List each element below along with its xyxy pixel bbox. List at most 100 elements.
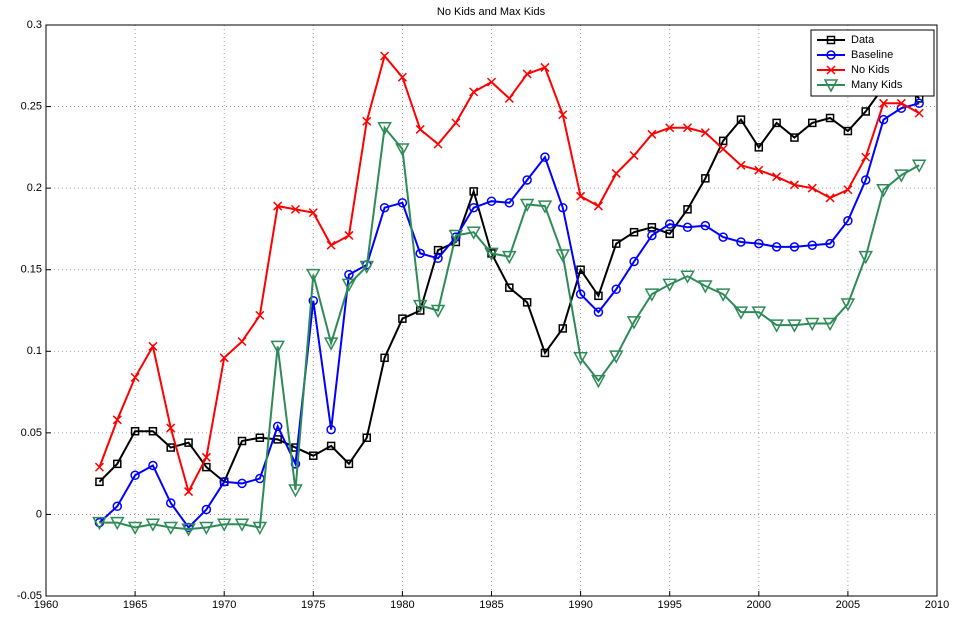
marker bbox=[662, 278, 677, 292]
marker bbox=[772, 172, 782, 182]
marker bbox=[861, 152, 871, 162]
marker bbox=[647, 129, 657, 139]
marker bbox=[397, 198, 408, 208]
marker bbox=[754, 238, 764, 249]
marker bbox=[789, 180, 799, 190]
marker bbox=[736, 160, 746, 170]
marker bbox=[166, 443, 175, 452]
marker bbox=[255, 433, 265, 443]
marker bbox=[701, 174, 710, 183]
marker bbox=[519, 198, 535, 213]
marker bbox=[415, 124, 425, 134]
series-line bbox=[98, 102, 920, 530]
marker bbox=[860, 175, 871, 185]
y-tick-label: 0.15 bbox=[21, 264, 42, 276]
marker bbox=[591, 374, 606, 389]
marker bbox=[558, 202, 568, 213]
marker bbox=[558, 110, 568, 120]
legend-label: Many Kids bbox=[851, 79, 903, 91]
marker bbox=[826, 35, 836, 45]
x-tick-label: 2005 bbox=[836, 599, 860, 611]
marker bbox=[698, 280, 713, 294]
y-tick-label: -0.05 bbox=[17, 590, 42, 602]
x-tick-label: 1990 bbox=[568, 599, 592, 611]
marker bbox=[789, 242, 800, 252]
marker bbox=[94, 462, 104, 472]
marker bbox=[255, 310, 265, 320]
marker bbox=[505, 283, 514, 292]
marker bbox=[201, 452, 211, 462]
marker bbox=[751, 306, 767, 320]
marker bbox=[181, 523, 196, 537]
marker bbox=[700, 220, 711, 231]
marker bbox=[112, 501, 123, 512]
marker bbox=[736, 115, 746, 124]
marker bbox=[504, 93, 514, 103]
marker bbox=[626, 316, 642, 330]
marker bbox=[790, 133, 799, 142]
marker bbox=[451, 118, 461, 128]
marker bbox=[92, 516, 107, 531]
marker bbox=[608, 350, 624, 364]
x-tick-label: 2000 bbox=[747, 599, 771, 611]
marker bbox=[237, 336, 247, 347]
legend-label: Baseline bbox=[851, 49, 893, 61]
marker bbox=[665, 123, 675, 133]
y-tick-label: 0.2 bbox=[27, 182, 42, 194]
marker bbox=[629, 227, 639, 237]
marker bbox=[769, 319, 784, 333]
marker bbox=[718, 136, 728, 146]
marker bbox=[629, 150, 639, 161]
marker bbox=[344, 269, 354, 280]
marker bbox=[896, 98, 906, 108]
marker bbox=[308, 295, 319, 306]
y-tick-label: 0 bbox=[36, 508, 42, 520]
y-tick-label: 0.3 bbox=[27, 19, 42, 31]
marker bbox=[486, 196, 497, 206]
marker bbox=[576, 265, 585, 274]
marker bbox=[199, 521, 214, 536]
marker bbox=[502, 250, 517, 265]
marker bbox=[397, 72, 407, 82]
marker bbox=[112, 415, 122, 425]
marker bbox=[290, 204, 301, 214]
marker bbox=[412, 299, 428, 314]
marker bbox=[219, 477, 229, 487]
marker bbox=[911, 159, 927, 173]
x-tick-label: 1985 bbox=[479, 599, 503, 611]
marker bbox=[308, 208, 318, 218]
marker bbox=[611, 168, 621, 178]
marker bbox=[647, 230, 657, 241]
marker bbox=[273, 201, 283, 211]
marker bbox=[611, 239, 621, 248]
marker bbox=[344, 230, 354, 240]
marker bbox=[629, 256, 639, 267]
marker bbox=[130, 470, 140, 481]
legend-label: No Kids bbox=[851, 64, 890, 76]
x-tick-label: 1970 bbox=[212, 599, 236, 611]
marker bbox=[113, 459, 122, 469]
marker bbox=[879, 98, 889, 108]
plot-frame bbox=[45, 24, 938, 597]
legend-label: Data bbox=[851, 34, 875, 46]
marker bbox=[468, 202, 479, 213]
marker bbox=[484, 247, 499, 261]
marker bbox=[433, 253, 443, 264]
marker bbox=[825, 113, 835, 123]
marker bbox=[234, 518, 250, 532]
marker bbox=[754, 143, 764, 152]
marker bbox=[718, 144, 728, 154]
marker bbox=[558, 324, 568, 333]
marker bbox=[341, 278, 357, 292]
marker bbox=[466, 226, 481, 240]
marker bbox=[252, 521, 268, 536]
x-tick-label: 1965 bbox=[123, 599, 147, 611]
marker bbox=[807, 183, 817, 193]
chart-title: No Kids and Max Kids bbox=[437, 6, 546, 18]
y-tick-label: 0.05 bbox=[21, 427, 42, 439]
marker bbox=[219, 353, 229, 363]
marker bbox=[683, 205, 692, 214]
marker bbox=[807, 240, 818, 250]
marker bbox=[430, 304, 446, 319]
